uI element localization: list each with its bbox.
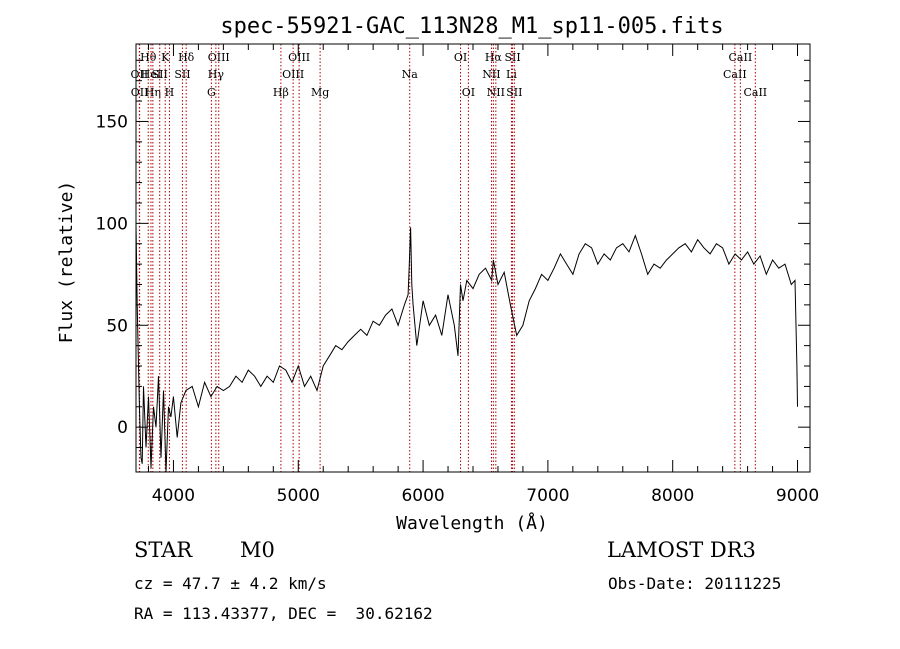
line-label: HeI xyxy=(141,68,161,81)
line-label: G xyxy=(207,86,216,99)
x-tick-label: 8000 xyxy=(651,486,694,506)
line-label: OIII xyxy=(208,51,230,64)
line-label: OII xyxy=(131,68,149,81)
line-label: Hα xyxy=(485,51,503,64)
chart-title: spec-55921-GAC_113N28_M1_sp11-005.fits xyxy=(220,14,723,39)
line-label: CaII xyxy=(729,51,753,64)
object-class: STAR xyxy=(134,538,193,562)
y-axis-label: Flux (relative) xyxy=(56,181,77,344)
line-label: H xyxy=(165,86,175,99)
line-label: Hη xyxy=(145,86,161,99)
x-tick-label: 4000 xyxy=(152,486,195,506)
line-label: OIII xyxy=(282,68,304,81)
object-subclass: M0 xyxy=(240,538,275,562)
y-tick-label: 150 xyxy=(96,112,128,132)
line-label: Mg xyxy=(311,86,329,99)
line-label: OIII xyxy=(288,51,310,64)
y-tick-label: 100 xyxy=(96,214,128,234)
coordinates: RA = 113.43377, DEC = 30.62162 xyxy=(134,604,433,623)
line-label: NII xyxy=(482,68,500,81)
line-label: Hγ xyxy=(208,68,225,81)
survey-name: LAMOST DR3 xyxy=(607,538,756,562)
line-label: Hδ xyxy=(178,51,195,64)
x-tick-label: 5000 xyxy=(277,486,320,506)
spectrum-line xyxy=(135,223,798,473)
x-tick-label: 6000 xyxy=(401,486,444,506)
line-label: OII xyxy=(131,86,149,99)
x-axis-label: Wavelength (Å) xyxy=(396,512,548,534)
line-label: SII xyxy=(506,86,522,99)
y-tick-label: 50 xyxy=(106,316,128,336)
line-label: CaII xyxy=(743,86,767,99)
line-label: NII xyxy=(487,86,505,99)
x-tick-label: 7000 xyxy=(526,486,569,506)
line-label: Na xyxy=(402,68,419,81)
plot-border xyxy=(135,43,811,473)
observation-date: Obs-Date: 20111225 xyxy=(608,574,782,593)
line-label: SII xyxy=(152,68,168,81)
plot-frame: 4000 5000 6000 7000 8000 9000 0 50 100 150 xyxy=(96,43,819,506)
y-tick-label: 0 xyxy=(117,418,128,438)
line-label: CaII xyxy=(723,68,747,81)
line-label: Hθ xyxy=(140,51,157,64)
line-label: SII xyxy=(174,68,190,81)
line-label: OI xyxy=(462,86,475,99)
line-label: OI xyxy=(454,51,467,64)
line-label: Hβ xyxy=(273,86,289,99)
redshift-velocity: cz = 47.7 ± 4.2 km/s xyxy=(134,574,327,593)
line-label: SII xyxy=(504,51,520,64)
line-label: K xyxy=(161,51,170,64)
x-tick-label: 9000 xyxy=(776,486,819,506)
line-label: Li xyxy=(506,68,517,81)
